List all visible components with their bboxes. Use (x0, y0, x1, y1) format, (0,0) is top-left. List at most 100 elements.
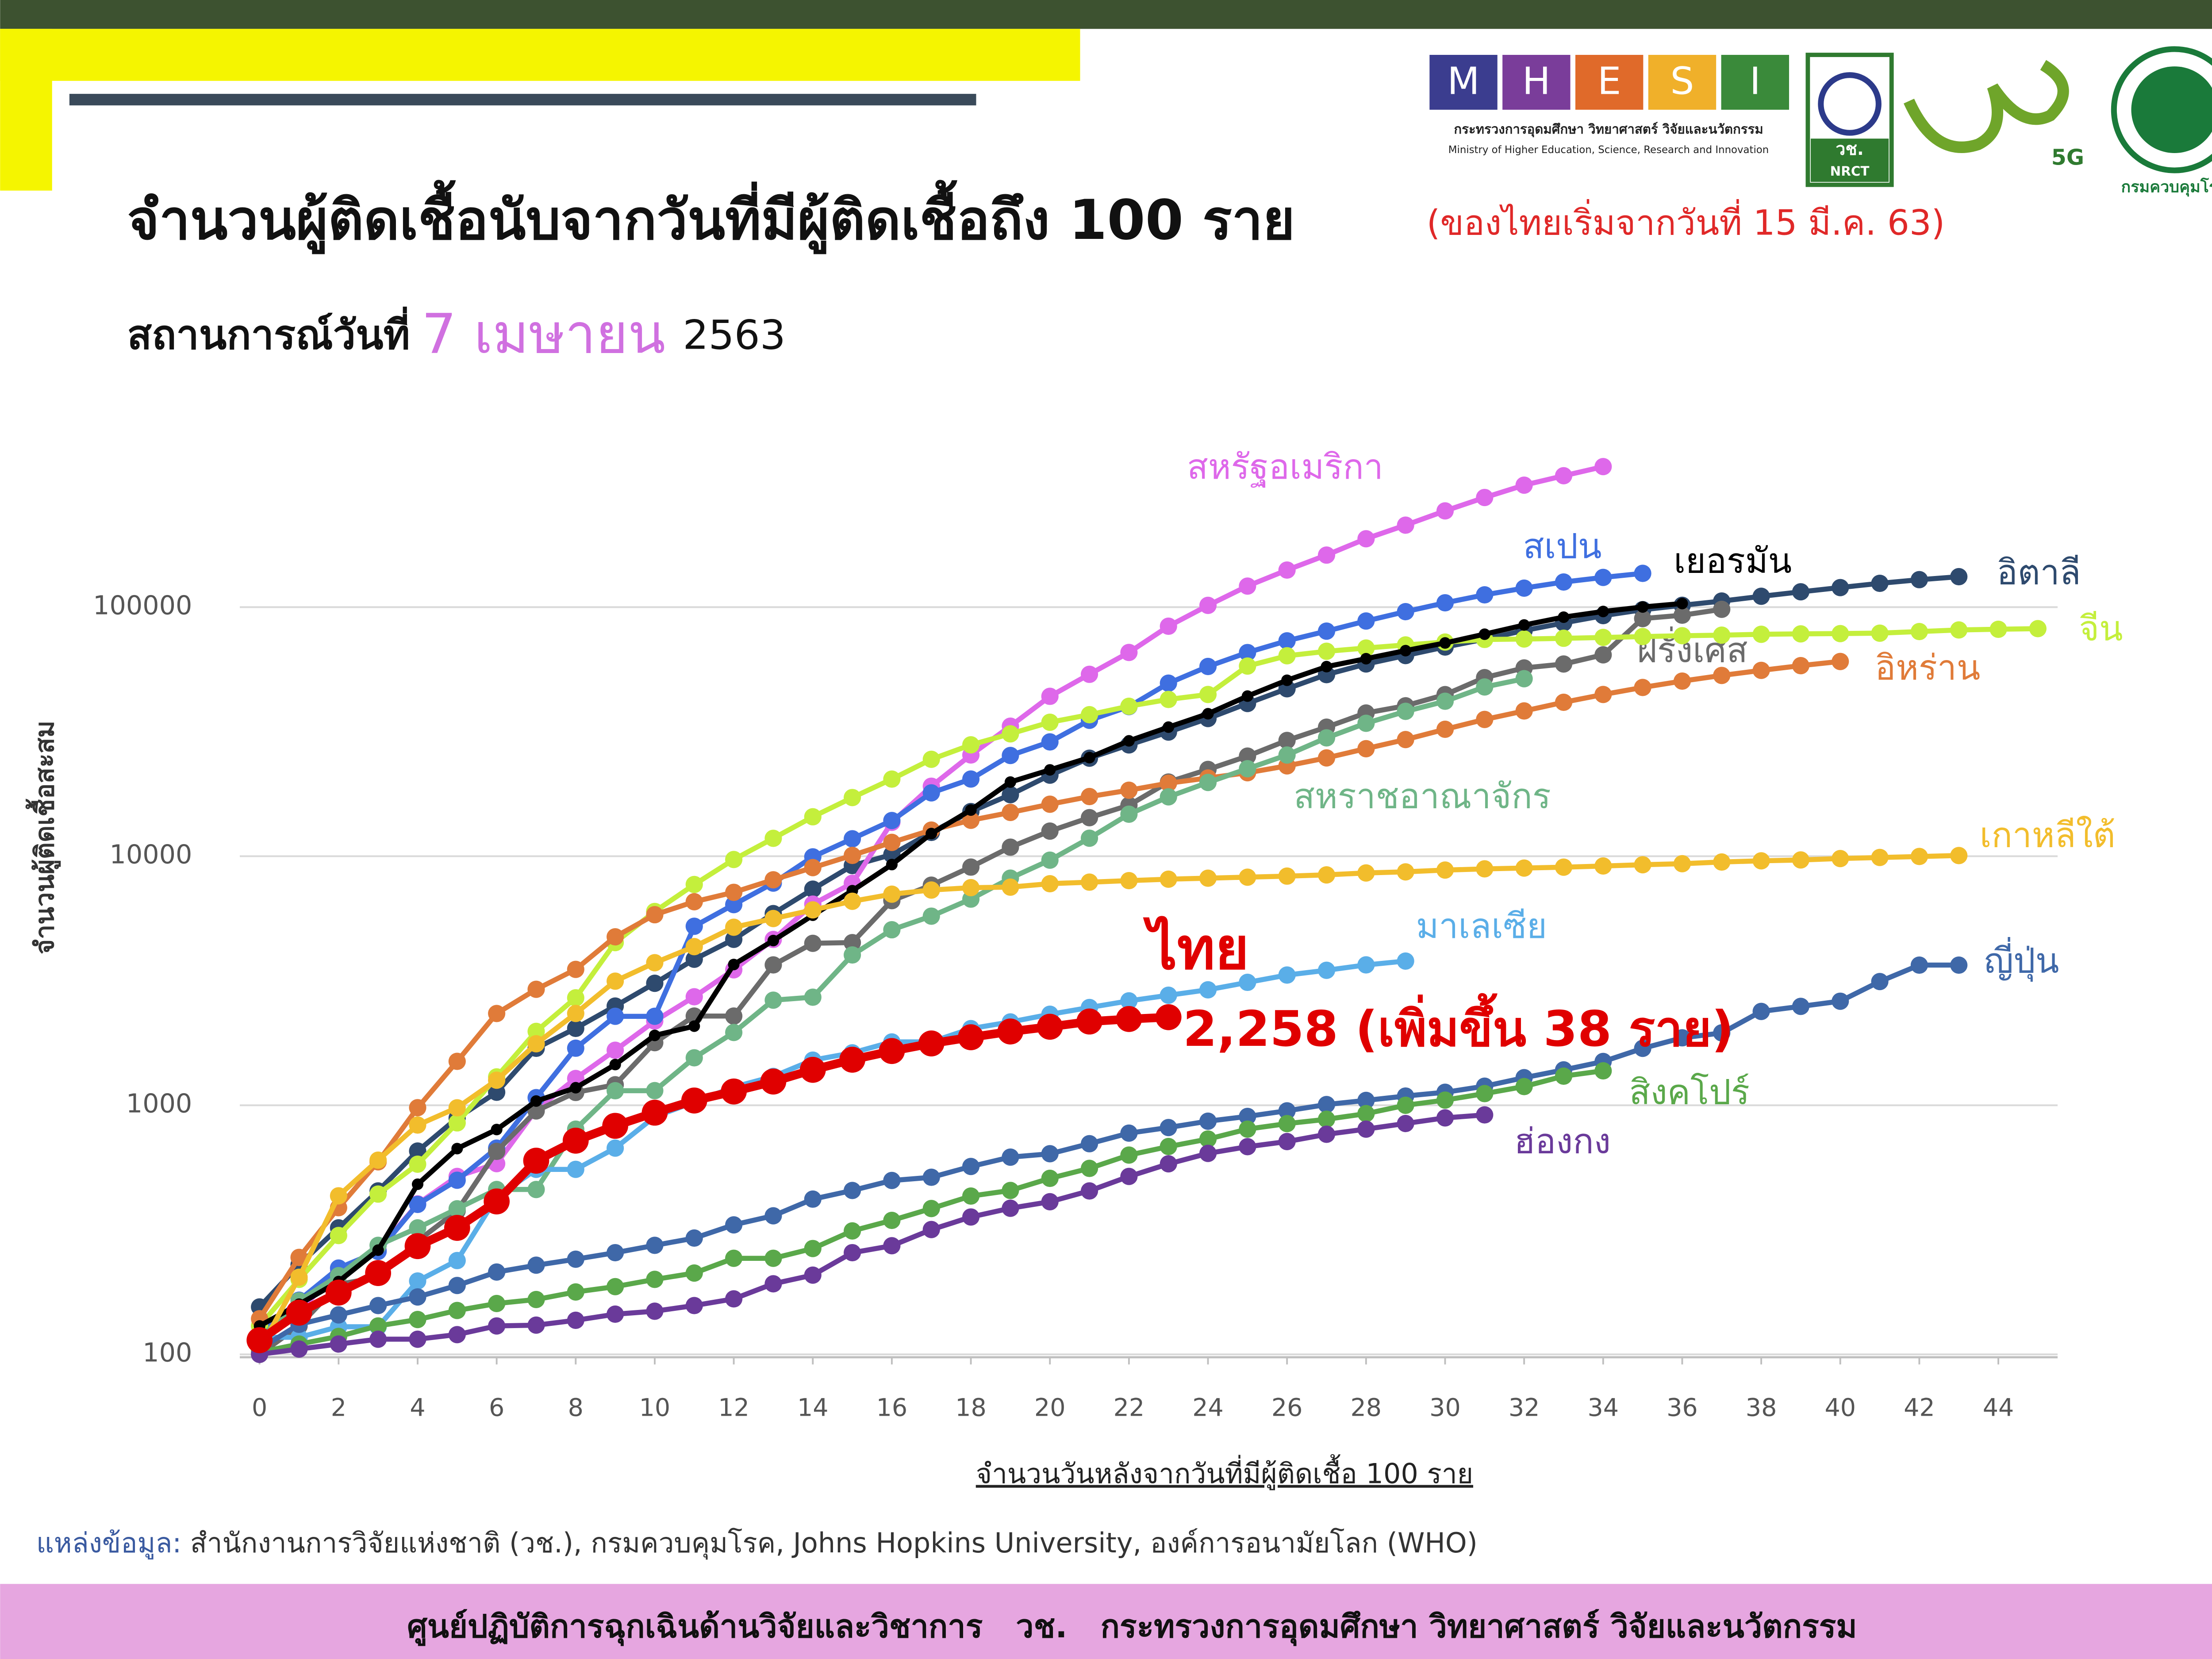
data-point (409, 1311, 426, 1329)
data-point (1515, 1078, 1533, 1095)
data-point (567, 1019, 584, 1037)
data-point (1037, 1014, 1063, 1040)
data-point (1360, 653, 1372, 664)
data-point (804, 934, 822, 952)
chart-title: จำนวนผู้ติดเชื้อนับจากวันที่มีผู้ติดเชื้… (127, 180, 1295, 254)
data-point (1752, 852, 1770, 870)
data-point (1199, 1144, 1217, 1162)
data-point (1713, 853, 1731, 871)
data-point (1950, 956, 1968, 974)
data-point (1041, 822, 1059, 840)
data-point (1317, 866, 1336, 884)
data-point (1752, 1002, 1770, 1020)
data-point (1594, 686, 1612, 703)
data-point (1278, 1102, 1296, 1120)
data-point (1792, 625, 1809, 643)
data-point (527, 1022, 545, 1040)
data-point (1044, 764, 1056, 776)
data-point (1041, 733, 1059, 751)
data-point (1634, 679, 1651, 696)
data-point (1476, 1106, 1494, 1124)
logo-letter: H (1522, 60, 1551, 104)
data-point (1555, 858, 1573, 876)
data-point (685, 1297, 703, 1314)
data-point (1634, 628, 1651, 645)
data-point (728, 959, 740, 971)
data-point (1317, 546, 1336, 564)
data-point (1239, 1120, 1256, 1138)
data-point (725, 1216, 743, 1234)
data-point (1634, 610, 1651, 627)
annotation: 2,258 (เพิ่มขึ้น 38 ราย) (1183, 993, 1734, 1058)
data-point (1792, 657, 1809, 675)
data-point (448, 1200, 466, 1217)
data-point (1080, 787, 1098, 806)
data-point (1080, 809, 1098, 826)
data-point (844, 1244, 861, 1262)
data-point (764, 1207, 782, 1225)
data-point (1910, 571, 1928, 588)
data-point (607, 1139, 624, 1157)
data-point (883, 921, 901, 939)
data-point (607, 1305, 624, 1323)
data-point (527, 1316, 545, 1334)
data-point (290, 1340, 308, 1358)
data-point (1673, 606, 1691, 624)
data-point (883, 812, 901, 830)
data-point (1518, 619, 1530, 631)
data-point (567, 960, 584, 978)
data-point (725, 883, 743, 901)
data-point (883, 1211, 901, 1229)
data-point (922, 881, 940, 899)
data-point (1160, 1119, 1177, 1137)
series-label: สิงคโปร์ (1629, 1072, 1750, 1112)
data-point (646, 954, 664, 972)
series-line (258, 607, 1722, 1356)
data-point (1634, 1040, 1651, 1057)
series-label: เยอรมัน (1674, 541, 1792, 581)
data-point (646, 1082, 664, 1099)
x-tick-label: 32 (1509, 1394, 1540, 1422)
data-point (1832, 625, 1849, 642)
series-line (257, 574, 1959, 1309)
data-point (725, 1249, 743, 1267)
data-point (1594, 629, 1612, 646)
data-point (1120, 992, 1138, 1010)
nrct-en: NRCT (1830, 164, 1870, 179)
x-axis-label: จำนวนวันหลังจากวันที่มีผู้ติดเชื้อ 100 ร… (976, 1454, 1473, 1490)
x-tick-label: 10 (639, 1394, 671, 1422)
data-point (764, 871, 782, 889)
data-point (1792, 998, 1809, 1015)
data-point (527, 980, 545, 998)
x-tick-label: 20 (1034, 1394, 1066, 1422)
data-point (646, 1302, 664, 1320)
data-point (1199, 774, 1217, 791)
logo-letter: E (1598, 60, 1621, 104)
data-point (1436, 692, 1454, 710)
data-point (1239, 1108, 1256, 1125)
data-point (1594, 1062, 1612, 1080)
series-label: มาเลเซีย (1416, 906, 1547, 946)
data-point (641, 1099, 668, 1126)
data-point (488, 1071, 506, 1089)
data-point (1558, 611, 1570, 623)
data-point (1239, 747, 1256, 765)
data-point (1871, 624, 1889, 642)
data-point (409, 1099, 426, 1117)
data-point (1397, 952, 1414, 970)
data-point (290, 1248, 308, 1266)
logo-box (1429, 55, 1498, 110)
data-point (448, 1171, 466, 1189)
data-point (409, 1330, 426, 1348)
data-point (1160, 788, 1177, 806)
data-point (448, 1099, 466, 1117)
data-point (804, 1240, 822, 1257)
data-point (844, 1222, 861, 1240)
data-point (685, 938, 703, 956)
series-label: อิตาลี (1997, 552, 2081, 592)
data-point (1041, 875, 1059, 893)
data-point (844, 892, 861, 910)
data-point (844, 1182, 861, 1199)
